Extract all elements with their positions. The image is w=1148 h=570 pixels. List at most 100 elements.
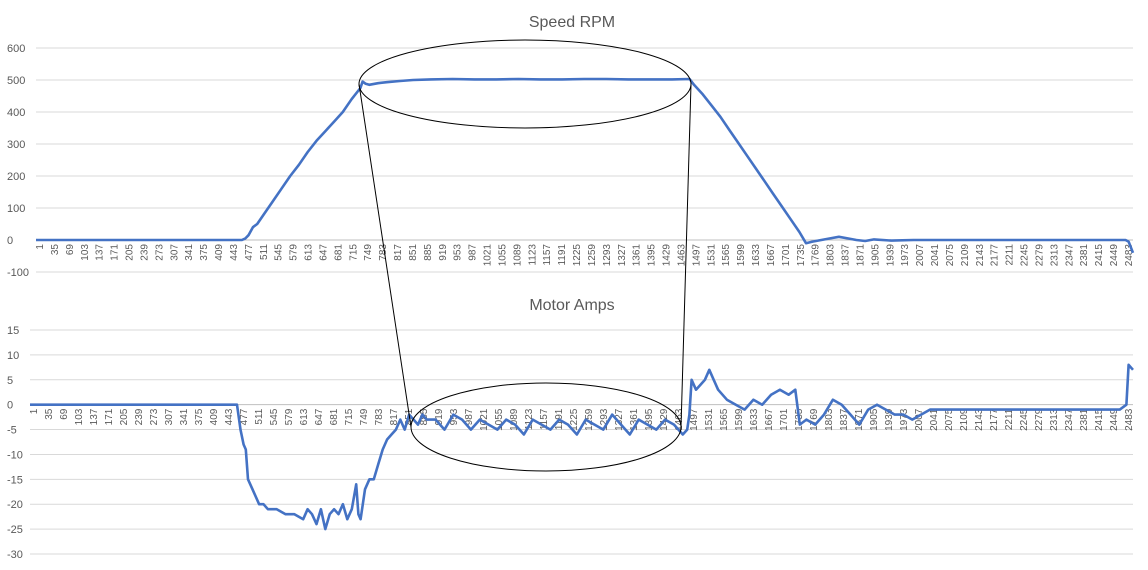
x-tick-label: 749 <box>363 244 374 261</box>
x-tick-label: 2381 <box>1079 408 1090 431</box>
x-tick-label: 1327 <box>617 244 628 267</box>
x-tick-label: 1531 <box>704 408 715 431</box>
x-tick-label: 2313 <box>1049 244 1060 267</box>
x-tick-label: 477 <box>239 408 250 425</box>
x-tick-label: 953 <box>453 244 464 261</box>
x-tick-label: 2109 <box>960 244 971 267</box>
x-tick-label: 477 <box>244 244 255 261</box>
x-tick-label: 2109 <box>959 408 970 431</box>
y-axis-motor-amps: 15 10 5 0 -5 -10 -15 -20 -25 -30 <box>7 325 23 561</box>
gridlines-motor-amps <box>30 329 1133 555</box>
x-axis-motor-amps: 1 35 69 103 137 171 205 239 273 307 341 375 409 443 47… <box>29 408 1135 431</box>
x-tick-label: 1667 <box>764 408 775 431</box>
x-tick-label: 885 <box>423 244 434 261</box>
x-tick-label: 1939 <box>885 244 896 267</box>
x-tick-label: 1055 <box>497 244 508 267</box>
x-tick-label: 375 <box>199 244 210 261</box>
x-tick-label: 1123 <box>527 244 538 266</box>
x-tick-label: 919 <box>434 408 445 425</box>
y-tick-label: 0 <box>7 400 13 412</box>
x-tick-label: 273 <box>149 408 160 425</box>
x-tick-label: 2279 <box>1034 244 1045 267</box>
x-tick-label: 1327 <box>614 408 625 431</box>
x-tick-label: 681 <box>333 244 344 261</box>
motor-amps-chart: Motor Amps 15 10 5 0 -5 -10 -15 -20 -25 -30 1 35 69… <box>7 297 1135 561</box>
x-tick-label: 205 <box>119 408 130 425</box>
x-tick-label: 137 <box>89 408 100 425</box>
x-tick-label: 443 <box>229 244 240 261</box>
y-tick-label: 15 <box>7 325 19 337</box>
x-tick-label: 35 <box>44 408 55 420</box>
x-tick-label: 511 <box>259 244 270 260</box>
x-tick-label: 239 <box>139 244 150 261</box>
x-tick-label: 2143 <box>974 408 985 431</box>
x-tick-label: 1939 <box>884 408 895 431</box>
x-tick-label: 1021 <box>483 244 494 267</box>
x-tick-label: 1837 <box>841 244 852 267</box>
x-tick-label: 1395 <box>647 244 658 267</box>
x-tick-label: 2007 <box>915 244 926 267</box>
x-tick-label: 1667 <box>766 244 777 267</box>
y-tick-label: -20 <box>7 499 23 511</box>
x-tick-label: 2279 <box>1034 408 1045 431</box>
x-tick-label: 1497 <box>689 408 700 431</box>
x-tick-label: 647 <box>318 244 329 261</box>
x-tick-label: 35 <box>50 244 61 256</box>
x-tick-label: 1973 <box>899 408 910 431</box>
x-tick-label: 171 <box>110 244 121 261</box>
x-tick-label: 1157 <box>539 408 550 430</box>
x-tick-label: 1157 <box>542 244 553 266</box>
y-tick-label: 500 <box>7 75 25 87</box>
x-tick-label: 2211 <box>1004 408 1015 430</box>
x-tick-label: 919 <box>438 244 449 261</box>
x-tick-label: 1769 <box>809 408 820 431</box>
x-tick-label: 2347 <box>1064 408 1075 431</box>
x-tick-label: 1395 <box>644 408 655 431</box>
connector-line-right <box>680 83 692 428</box>
x-tick-label: 2347 <box>1064 244 1075 267</box>
x-tick-label: 1701 <box>781 244 792 267</box>
x-tick-label: 817 <box>393 244 404 261</box>
x-tick-label: 409 <box>214 244 225 261</box>
chart-title-speed-rpm: Speed RPM <box>529 14 615 31</box>
x-tick-label: 613 <box>304 244 315 261</box>
x-tick-label: 1 <box>29 408 40 414</box>
x-tick-label: 715 <box>344 408 355 425</box>
x-tick-label: 307 <box>169 244 180 261</box>
x-tick-label: 1429 <box>662 244 673 267</box>
x-tick-label: 1769 <box>811 244 822 267</box>
x-tick-label: 103 <box>80 244 91 261</box>
x-tick-label: 1599 <box>734 408 745 431</box>
x-tick-label: 1497 <box>691 244 702 267</box>
x-tick-label: 137 <box>95 244 106 261</box>
y-tick-label: -10 <box>7 449 23 461</box>
y-tick-label: -30 <box>7 549 23 561</box>
x-tick-label: 2075 <box>945 244 956 267</box>
y-tick-label: 10 <box>7 350 19 362</box>
x-axis-speed-rpm: 1 35 69 103 137 171 205 239 273 307 341 375 409 443 47… <box>35 244 1135 267</box>
ellipse-speed-steady-region <box>358 39 692 129</box>
x-tick-label: 409 <box>209 408 220 425</box>
steady-state-annotation <box>358 39 692 472</box>
x-tick-label: 1531 <box>706 244 717 267</box>
x-tick-label: 783 <box>374 408 385 425</box>
x-tick-label: 1701 <box>779 408 790 431</box>
x-tick-label: 1293 <box>602 244 613 267</box>
x-tick-label: 2177 <box>989 408 1000 431</box>
x-tick-label: 613 <box>299 408 310 425</box>
chart-title-motor-amps: Motor Amps <box>529 297 614 314</box>
x-tick-label: 1565 <box>719 408 730 431</box>
x-tick-label: 1191 <box>557 244 568 266</box>
x-tick-label: 1565 <box>721 244 732 267</box>
x-tick-label: 2007 <box>914 408 925 431</box>
x-tick-label: 2041 <box>930 244 941 267</box>
x-tick-label: 1 <box>35 244 46 250</box>
x-tick-label: 2041 <box>929 408 940 431</box>
x-tick-label: 647 <box>314 408 325 425</box>
y-tick-label: 100 <box>7 203 25 215</box>
y-tick-label: -100 <box>7 267 29 279</box>
x-tick-label: 681 <box>329 408 340 425</box>
x-tick-label: 341 <box>179 408 190 425</box>
x-tick-label: 2143 <box>975 244 986 267</box>
